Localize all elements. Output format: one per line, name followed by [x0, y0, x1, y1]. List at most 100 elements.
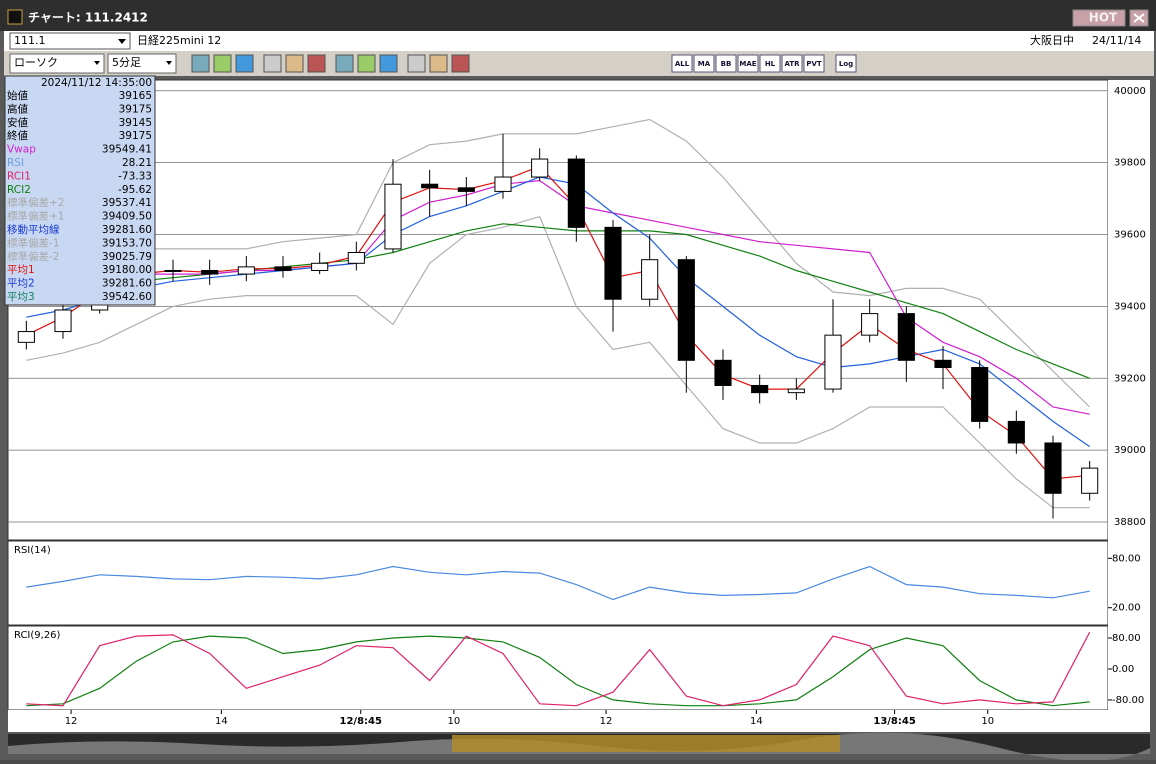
candle-body: [897, 313, 915, 361]
info-value: 39537.41: [102, 197, 152, 209]
y-tick-label: 80.00: [1112, 633, 1141, 644]
tool-icon[interactable]: [335, 54, 354, 73]
candle-body: [1044, 442, 1062, 494]
y-tick-label: 39400: [1114, 301, 1146, 312]
candle-body: [567, 158, 585, 228]
tool-icon[interactable]: [191, 54, 210, 73]
info-datetime: 2024/11/12 14:35:00: [41, 77, 152, 89]
info-label: 始値: [7, 89, 28, 102]
tool-icon-label: Log: [839, 60, 853, 68]
candle-body: [751, 384, 769, 394]
candle-body: [421, 183, 439, 189]
info-value: 39542.60: [102, 291, 152, 303]
info-label: 高値: [7, 102, 28, 115]
tool-icon[interactable]: [759, 54, 781, 73]
candle-body: [604, 226, 622, 300]
code-box[interactable]: [9, 32, 131, 50]
hot-button[interactable]: [1072, 9, 1126, 27]
info-label: 平均2: [7, 278, 35, 290]
interval-select[interactable]: [107, 53, 177, 74]
tool-icon[interactable]: [379, 54, 398, 73]
price-scale: [1108, 80, 1150, 710]
candle-body: [274, 266, 292, 271]
dropdown-arrow: [166, 61, 172, 65]
series-line: [26, 118, 1091, 408]
tool-icon[interactable]: [213, 54, 232, 73]
x-tick-label: 10: [981, 716, 994, 727]
y-tick-label: 39600: [1114, 230, 1146, 241]
hot-label: HOT: [1089, 11, 1118, 25]
candle-body: [824, 334, 842, 390]
tool-icon[interactable]: [407, 54, 426, 73]
tool-icon[interactable]: [715, 54, 737, 73]
x-tick-label: 14: [750, 716, 763, 727]
panel-title: RSI(14): [14, 545, 51, 556]
info-label: Vwap: [7, 144, 36, 156]
tool-icon-label: HL: [765, 60, 776, 68]
info-value: -73.33: [118, 170, 152, 182]
tool-icon[interactable]: [429, 54, 448, 73]
y-tick-label: 40000: [1114, 86, 1146, 97]
info-label: 平均1: [7, 264, 35, 276]
info-label: RCI1: [7, 170, 31, 182]
candle-body: [384, 183, 402, 250]
tool-icon-label: ATR: [784, 60, 800, 68]
candle-body: [861, 313, 879, 336]
candle-body: [971, 367, 989, 422]
candle-body: [347, 252, 365, 264]
y-tick-label: 80.00: [1112, 553, 1141, 564]
info-label: 安値: [7, 116, 28, 129]
info-value: 28.21: [122, 157, 152, 169]
y-tick-label: 39200: [1114, 373, 1146, 384]
info-box: [4, 75, 156, 306]
info-label: 標準偏差+1: [7, 210, 64, 223]
rsi-panel: [7, 540, 1109, 626]
info-value: 39153.70: [102, 237, 152, 249]
tool-icon[interactable]: [307, 54, 326, 73]
info-value: 39281.60: [102, 278, 152, 290]
window-title: チャート: 111.2412: [28, 11, 148, 25]
tool-icon[interactable]: [737, 54, 759, 73]
tool-icon[interactable]: [781, 54, 803, 73]
candle-body: [494, 176, 512, 192]
candle-body: [714, 359, 732, 386]
candle-body: [677, 259, 695, 361]
info-value: 39549.41: [102, 144, 152, 156]
tool-icon[interactable]: [235, 54, 254, 73]
candle-body: [641, 259, 659, 300]
info-label: RCI2: [7, 184, 31, 196]
date: 24/11/14: [1092, 34, 1141, 47]
info-value: 39145: [119, 117, 152, 129]
tool-icon[interactable]: [693, 54, 715, 73]
candle-body: [201, 269, 219, 275]
info-label: RSI: [7, 157, 24, 169]
info-value: -95.62: [118, 184, 152, 196]
tool-icon-label: MAE: [739, 60, 756, 68]
time-axis: [8, 710, 1150, 732]
interval: 5分足: [112, 56, 141, 69]
y-tick-label: 39800: [1114, 158, 1146, 169]
symbol-name: 日経225mini 12: [137, 34, 221, 47]
tool-icon[interactable]: [285, 54, 304, 73]
price-panel: [7, 79, 1109, 541]
scroll-thumb[interactable]: [452, 735, 840, 752]
tool-icon[interactable]: [835, 54, 857, 73]
tool-icon[interactable]: [671, 54, 693, 73]
candle-body: [457, 187, 475, 192]
y-tick-label: 0.00: [1112, 664, 1134, 675]
chart-type-select[interactable]: [9, 53, 105, 74]
symbol-bar: [4, 31, 1154, 51]
candle-body: [787, 388, 805, 394]
info-value: 39175: [119, 103, 152, 115]
tool-icon[interactable]: [357, 54, 376, 73]
x-tick-label: 14: [215, 716, 228, 727]
info-label: 標準偏差+2: [7, 196, 64, 209]
rci-panel: [7, 625, 1109, 711]
tool-icon[interactable]: [263, 54, 282, 73]
tool-icon[interactable]: [803, 54, 825, 73]
tool-icon[interactable]: [451, 54, 470, 73]
x-tick-label: 10: [447, 716, 460, 727]
close-icon: [1133, 13, 1145, 23]
